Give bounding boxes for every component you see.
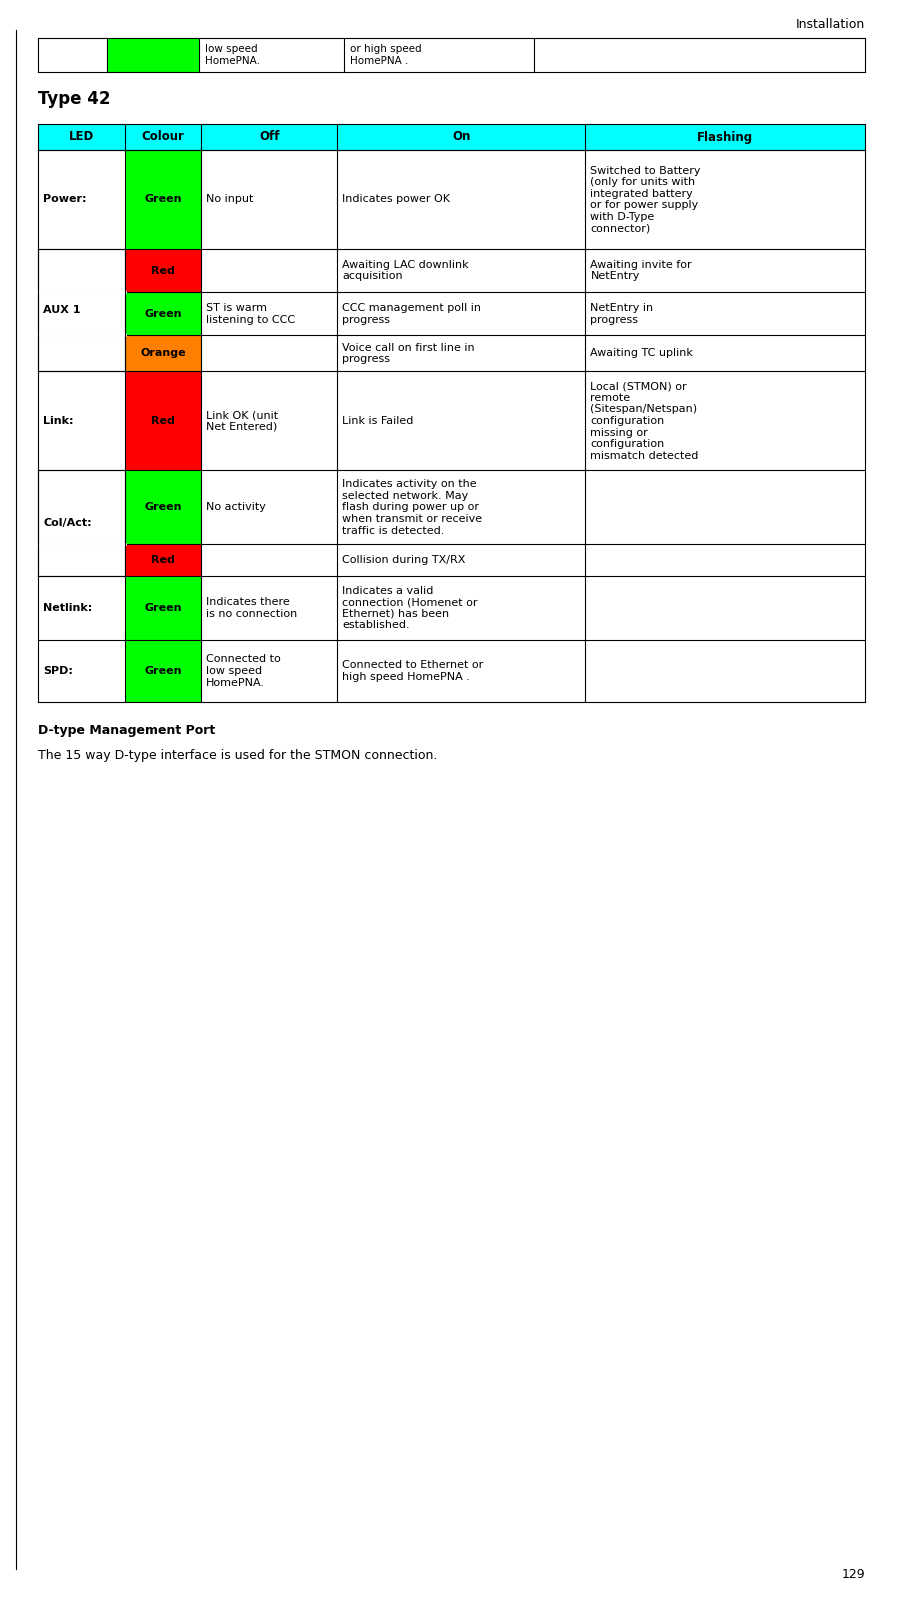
Text: Col/Act:: Col/Act: — [43, 518, 92, 528]
Text: Orange: Orange — [140, 349, 186, 358]
Text: Link OK (unit
Net Entered): Link OK (unit Net Entered) — [206, 409, 278, 432]
Bar — [107, 38, 200, 72]
Text: No input: No input — [206, 195, 254, 205]
Text: Green: Green — [144, 603, 182, 612]
Text: The 15 way D-type interface is used for the STMON connection.: The 15 way D-type interface is used for … — [38, 748, 438, 761]
Text: ST is warm
listening to CCC: ST is warm listening to CCC — [206, 302, 295, 325]
Text: CCC management poll in
progress: CCC management poll in progress — [343, 302, 481, 325]
Text: Awaiting invite for
NetEntry: Awaiting invite for NetEntry — [591, 259, 692, 281]
Text: Green: Green — [144, 667, 182, 676]
Text: or high speed
HomePNA .: or high speed HomePNA . — [350, 45, 422, 66]
Text: Red: Red — [151, 416, 174, 425]
Bar — [38, 125, 865, 150]
Bar — [125, 544, 200, 576]
Text: Collision during TX/RX: Collision during TX/RX — [343, 555, 466, 564]
Text: Green: Green — [144, 502, 182, 512]
Text: Indicates there
is no connection: Indicates there is no connection — [206, 598, 298, 619]
Bar — [125, 293, 200, 336]
Text: Colour: Colour — [141, 131, 184, 144]
Text: AUX 1: AUX 1 — [43, 305, 81, 315]
Text: 129: 129 — [841, 1569, 865, 1581]
Text: Green: Green — [144, 195, 182, 205]
Text: Off: Off — [259, 131, 280, 144]
Text: Indicates a valid
connection (Homenet or
Ethernet) has been
established.: Indicates a valid connection (Homenet or… — [343, 585, 478, 630]
Text: Switched to Battery
(only for units with
integrated battery
or for power supply
: Switched to Battery (only for units with… — [591, 166, 701, 233]
Text: Awaiting TC uplink: Awaiting TC uplink — [591, 349, 693, 358]
Bar — [125, 576, 200, 641]
Text: Netlink:: Netlink: — [43, 603, 93, 612]
Text: No activity: No activity — [206, 502, 266, 512]
Bar — [125, 336, 200, 371]
Text: On: On — [452, 131, 470, 144]
Text: Link:: Link: — [43, 416, 74, 425]
Bar — [125, 249, 200, 293]
Text: Voice call on first line in
progress: Voice call on first line in progress — [343, 342, 475, 365]
Text: Link is Failed: Link is Failed — [343, 416, 414, 425]
Text: NetEntry in
progress: NetEntry in progress — [591, 302, 654, 325]
Text: Local (STMON) or
remote
(Sitespan/Netspan)
configuration
missing or
configuratio: Local (STMON) or remote (Sitespan/Netspa… — [591, 381, 699, 461]
Text: low speed
HomePNA.: low speed HomePNA. — [205, 45, 261, 66]
Text: D-type Management Port: D-type Management Port — [38, 724, 215, 737]
Text: LED: LED — [69, 131, 94, 144]
Text: Connected to Ethernet or
high speed HomePNA .: Connected to Ethernet or high speed Home… — [343, 660, 484, 681]
Text: Type 42: Type 42 — [38, 90, 111, 109]
Text: Red: Red — [151, 555, 174, 564]
Text: SPD:: SPD: — [43, 667, 73, 676]
Text: Awaiting LAC downlink
acquisition: Awaiting LAC downlink acquisition — [343, 259, 469, 281]
Text: Installation: Installation — [796, 18, 865, 30]
Text: Green: Green — [144, 309, 182, 318]
Text: Red: Red — [151, 265, 174, 275]
Bar — [125, 371, 200, 470]
Text: Flashing: Flashing — [698, 131, 753, 144]
Bar — [125, 150, 200, 249]
Text: Indicates power OK: Indicates power OK — [343, 195, 450, 205]
Text: Power:: Power: — [43, 195, 86, 205]
Text: Connected to
low speed
HomePNA.: Connected to low speed HomePNA. — [206, 654, 280, 688]
Bar — [125, 470, 200, 544]
Text: Indicates activity on the
selected network. May
flash during power up or
when tr: Indicates activity on the selected netwo… — [343, 480, 483, 536]
Bar — [125, 641, 200, 702]
